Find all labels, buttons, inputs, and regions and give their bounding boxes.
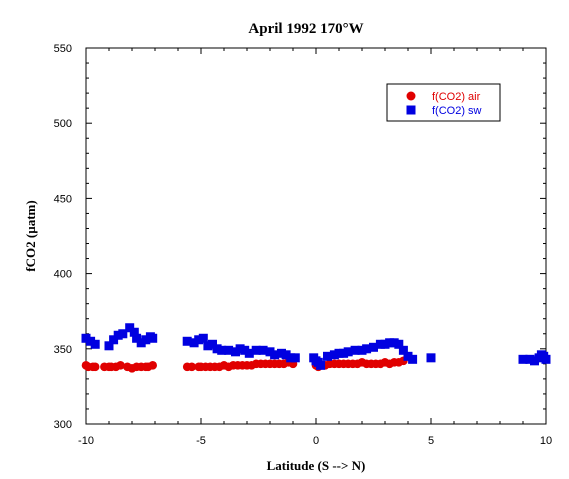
sw-point xyxy=(240,345,250,355)
sw-point xyxy=(182,336,192,346)
sw-point xyxy=(208,339,217,349)
sw-point xyxy=(286,353,296,363)
sw-point xyxy=(398,345,408,355)
sw-point xyxy=(525,354,535,364)
sw-point xyxy=(244,348,254,358)
sw-point xyxy=(316,360,326,370)
sw-point xyxy=(394,339,404,349)
sw-point xyxy=(235,344,245,354)
sw-point xyxy=(290,353,300,363)
sw-point xyxy=(90,339,100,349)
x-tick-label: -5 xyxy=(196,435,206,447)
sw-point xyxy=(389,338,399,348)
chart-title: April 1992 170°W xyxy=(248,21,363,37)
sw-point xyxy=(426,353,436,363)
legend-marker-sw xyxy=(406,105,416,115)
sw-point xyxy=(198,333,208,343)
sw-point xyxy=(357,345,367,355)
sw-point xyxy=(339,348,349,358)
sw-point xyxy=(132,333,142,343)
legend-marker-air xyxy=(406,91,416,101)
sw-point xyxy=(329,350,339,360)
sw-point xyxy=(136,338,146,348)
sw-point xyxy=(343,347,353,357)
y-tick-label: 300 xyxy=(54,419,72,431)
sw-point xyxy=(86,336,96,346)
sw-point xyxy=(194,335,204,345)
sw-point xyxy=(258,345,268,355)
sw-point xyxy=(270,350,280,360)
legend: f(CO2) air f(CO2) sw xyxy=(386,83,501,122)
sw-point xyxy=(350,345,360,355)
y-tick-label: 350 xyxy=(54,344,72,356)
sw-point xyxy=(375,339,385,349)
legend-label-air: f(CO2) air xyxy=(432,91,481,103)
y-tick-labels: 300 350 400 450 500 550 xyxy=(54,43,72,431)
sw-point xyxy=(385,338,395,348)
sw-point xyxy=(217,345,227,355)
x-tick-label: 0 xyxy=(313,435,319,447)
sw-point xyxy=(323,351,332,361)
axis-ticks xyxy=(85,47,547,425)
sw-point xyxy=(125,323,135,333)
sw-point xyxy=(212,344,222,354)
sw-point xyxy=(380,339,390,349)
sw-point xyxy=(541,354,551,364)
sw-point xyxy=(403,351,413,361)
legend-box xyxy=(386,83,501,122)
y-tick-label: 400 xyxy=(54,269,72,281)
y-tick-label: 500 xyxy=(54,118,72,130)
sw-point xyxy=(277,348,286,358)
air-point xyxy=(116,361,125,370)
sw-point xyxy=(109,335,119,345)
air-point xyxy=(148,361,157,370)
sw-point xyxy=(231,347,240,357)
legend-label-sw: f(CO2) sw xyxy=(432,105,482,117)
x-tick-label: 5 xyxy=(428,435,434,447)
x-tick-labels: -10 -5 0 5 10 xyxy=(78,435,552,447)
sw-point xyxy=(362,344,372,354)
sw-point xyxy=(334,348,344,358)
sw-point xyxy=(148,333,158,343)
sw-point xyxy=(518,354,528,364)
sw-point xyxy=(281,350,291,360)
sw-point xyxy=(141,335,151,345)
sw-point xyxy=(369,342,378,352)
x-axis-label: Latitude (S --> N) xyxy=(267,458,366,473)
sw-point xyxy=(113,330,123,340)
y-tick-label: 450 xyxy=(54,193,72,205)
sw-point xyxy=(189,338,199,348)
sw-point xyxy=(530,356,539,366)
sw-point xyxy=(129,327,139,337)
sw-point xyxy=(203,341,213,351)
sw-point xyxy=(251,345,261,355)
sw-point xyxy=(408,354,418,364)
y-tick-label: 550 xyxy=(54,43,72,55)
sw-point xyxy=(118,329,128,339)
y-axis-label: fCO2 (µatm) xyxy=(23,200,38,271)
air-point xyxy=(90,362,100,372)
sw-point xyxy=(224,345,234,355)
sw-point xyxy=(81,333,91,343)
data-marks xyxy=(81,323,551,373)
air-point xyxy=(187,362,197,372)
sw-point xyxy=(104,341,114,351)
sw-point xyxy=(265,347,275,357)
x-tick-label: -10 xyxy=(78,435,94,447)
x-tick-label: 10 xyxy=(540,435,552,447)
